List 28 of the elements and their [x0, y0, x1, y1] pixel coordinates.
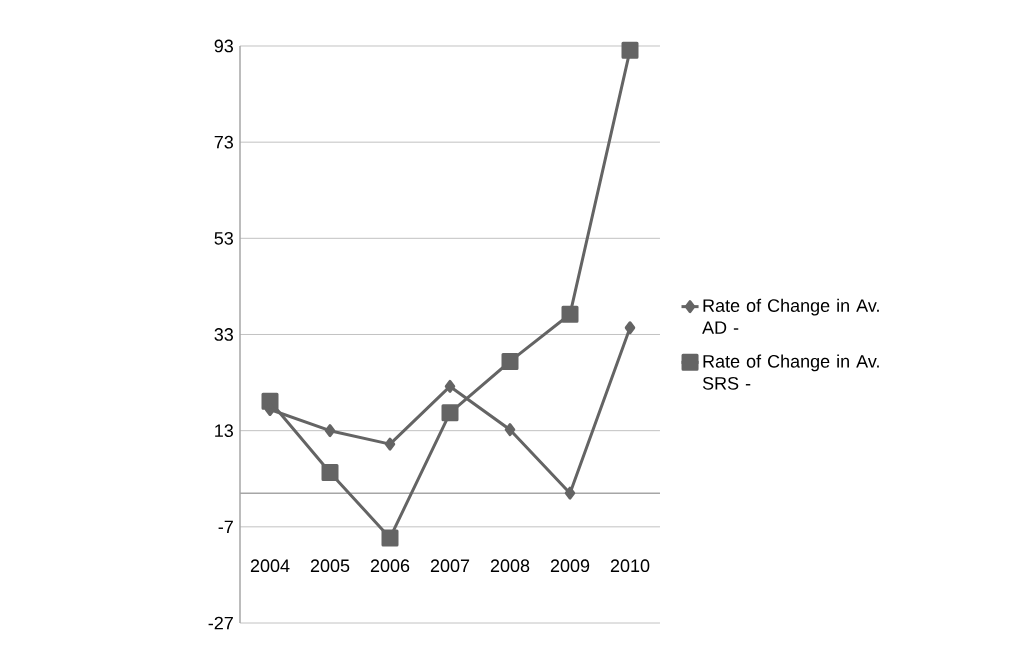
y-tick-label: -27	[208, 616, 233, 630]
y-tick-label: -7	[218, 520, 233, 534]
legend-label: Rate of Change in Av. AD -	[702, 298, 879, 334]
point	[324, 424, 336, 438]
x-tick-label: 2005	[310, 559, 350, 573]
point	[381, 529, 399, 547]
point	[621, 41, 639, 59]
point	[321, 464, 339, 481]
x-tick-label: 2006	[370, 559, 410, 573]
y-tick-label: 93	[214, 39, 234, 53]
point	[561, 305, 579, 323]
x-tick-label: 2007	[430, 559, 470, 573]
legend-label: Rate of Change in Av. SRS -	[702, 354, 879, 390]
x-tick-label: 2004	[250, 559, 290, 573]
point	[444, 379, 456, 393]
y-tick-label: 33	[214, 328, 234, 341]
y-tick-label: 13	[215, 424, 234, 438]
point	[441, 404, 459, 422]
x-tick-label: 2008	[490, 559, 530, 573]
x-tick-label: 2010	[610, 559, 650, 573]
x-tick-label: 2009	[550, 559, 590, 573]
y-tick-label: 53	[214, 231, 234, 245]
point	[384, 437, 396, 451]
point	[504, 423, 516, 437]
point	[564, 486, 576, 500]
point	[501, 352, 519, 370]
y-tick-label: 73	[214, 135, 234, 149]
point	[624, 321, 636, 335]
